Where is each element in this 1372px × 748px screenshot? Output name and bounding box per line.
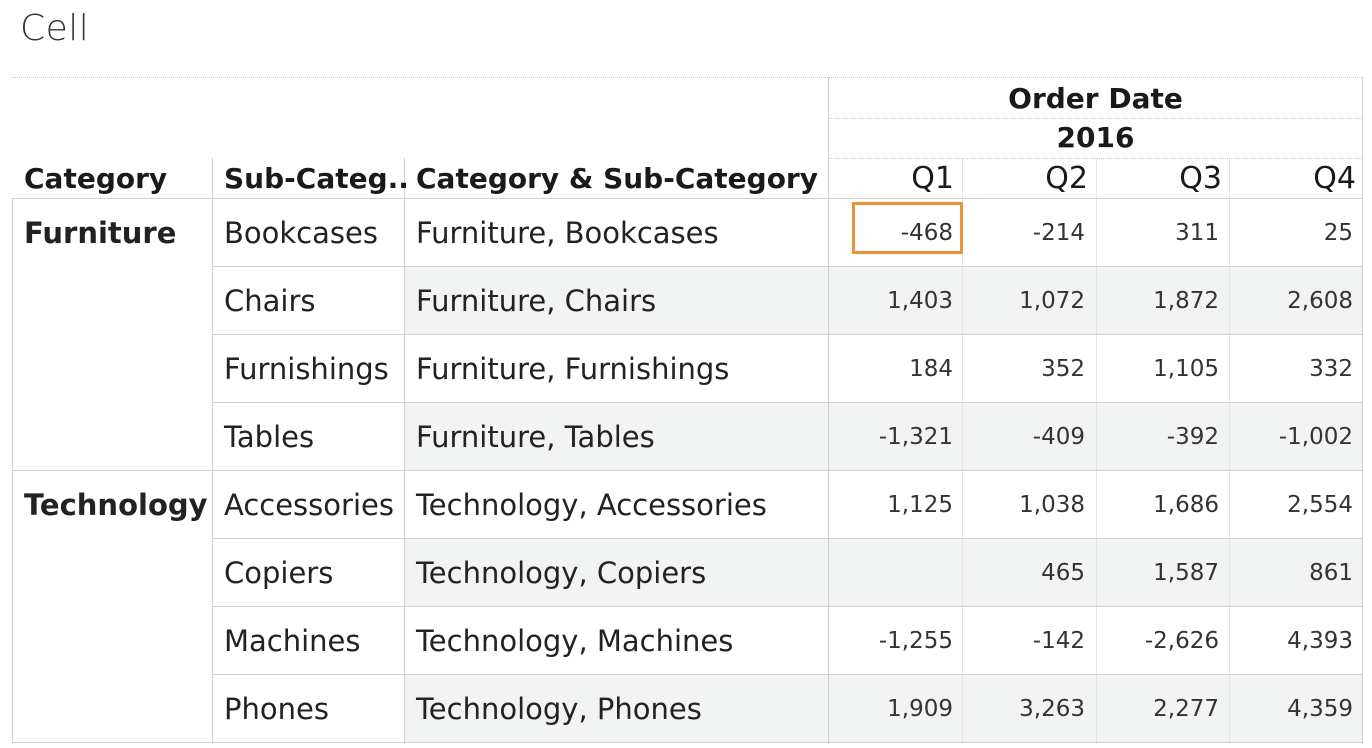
- combined-cell[interactable]: Technology, Machines: [416, 624, 734, 658]
- header-category[interactable]: Category: [24, 162, 168, 195]
- header-q1[interactable]: Q1: [911, 161, 954, 196]
- value-cell-q1[interactable]: 1,403: [887, 288, 953, 314]
- sheet-title: Cell: [20, 8, 90, 49]
- header-q2[interactable]: Q2: [1045, 161, 1088, 196]
- column-divider: [212, 158, 213, 744]
- value-cell-q2[interactable]: 1,038: [1019, 492, 1085, 518]
- combined-cell[interactable]: Furniture, Tables: [416, 420, 655, 454]
- value-cell-q1[interactable]: 1,125: [887, 492, 953, 518]
- value-cell-q3[interactable]: 2,277: [1153, 696, 1219, 722]
- column-divider: [1362, 77, 1363, 744]
- combined-cell[interactable]: Technology, Accessories: [416, 488, 767, 522]
- sub-category-cell[interactable]: Tables: [224, 420, 315, 454]
- header-q4[interactable]: Q4: [1313, 161, 1356, 196]
- selected-cell-highlight: [852, 202, 963, 254]
- value-cell-q4[interactable]: 2,608: [1287, 288, 1353, 314]
- sub-category-cell[interactable]: Furnishings: [224, 352, 389, 386]
- row-divider: [212, 606, 1363, 607]
- category-technology[interactable]: Technology: [24, 488, 208, 522]
- value-cell-q4[interactable]: 861: [1309, 560, 1353, 586]
- value-cell-q3[interactable]: 311: [1175, 220, 1219, 246]
- value-cell-q4[interactable]: 332: [1309, 356, 1353, 382]
- value-cell-q3[interactable]: 1,872: [1153, 288, 1219, 314]
- row-band: [405, 403, 1362, 470]
- row-divider: [212, 538, 1363, 539]
- value-cell-q3[interactable]: -392: [1166, 424, 1219, 450]
- sub-category-cell[interactable]: Copiers: [224, 556, 334, 590]
- header-sub-category[interactable]: Sub-Categ..: [224, 162, 409, 195]
- sub-category-cell[interactable]: Machines: [224, 624, 361, 658]
- sub-category-cell[interactable]: Bookcases: [224, 216, 378, 250]
- value-cell-q2[interactable]: -409: [1032, 424, 1085, 450]
- value-cell-q2[interactable]: 3,263: [1019, 696, 1085, 722]
- value-cell-q2[interactable]: -214: [1032, 220, 1085, 246]
- category-furniture[interactable]: Furniture: [24, 216, 177, 250]
- row-band: [405, 675, 1362, 742]
- column-divider: [1096, 158, 1097, 744]
- value-cell-q4[interactable]: -1,002: [1278, 424, 1353, 450]
- row-band: [405, 267, 1362, 334]
- value-cell-q2[interactable]: 465: [1041, 560, 1085, 586]
- value-cell-q4[interactable]: 2,554: [1287, 492, 1353, 518]
- value-cell-q1[interactable]: 184: [909, 356, 953, 382]
- value-cell-q3[interactable]: 1,587: [1153, 560, 1219, 586]
- row-divider: [12, 742, 1363, 743]
- header-border: [12, 77, 1362, 78]
- sub-category-cell[interactable]: Accessories: [224, 488, 394, 522]
- header-category-sub-category[interactable]: Category & Sub-Category: [416, 162, 818, 195]
- combined-cell[interactable]: Furniture, Chairs: [416, 284, 657, 318]
- value-cell-q1[interactable]: -1,321: [878, 424, 953, 450]
- value-cell-q4[interactable]: 4,393: [1287, 628, 1353, 654]
- value-cell-q1[interactable]: -468: [900, 220, 953, 246]
- value-cell-q1[interactable]: [829, 539, 953, 607]
- value-cell-q2[interactable]: 1,072: [1019, 288, 1085, 314]
- row-divider: [212, 402, 1363, 403]
- row-divider: [12, 470, 1363, 471]
- value-cell-q3[interactable]: 1,686: [1153, 492, 1219, 518]
- column-divider: [962, 158, 963, 744]
- value-cell-q2[interactable]: -142: [1032, 628, 1085, 654]
- header-order-date[interactable]: Order Date: [1008, 82, 1183, 115]
- sub-category-cell[interactable]: Chairs: [224, 284, 316, 318]
- combined-cell[interactable]: Technology, Copiers: [416, 556, 707, 590]
- header-border: [829, 158, 1362, 159]
- value-cell-q2[interactable]: 352: [1041, 356, 1085, 382]
- header-year[interactable]: 2016: [1056, 121, 1135, 154]
- combined-cell[interactable]: Furniture, Bookcases: [416, 216, 719, 250]
- value-cell-q4[interactable]: 25: [1323, 220, 1353, 246]
- column-divider: [1229, 158, 1230, 744]
- header-border: [829, 118, 1362, 119]
- sub-category-cell[interactable]: Phones: [224, 692, 329, 726]
- value-cell-q4[interactable]: 4,359: [1287, 696, 1353, 722]
- header-q3[interactable]: Q3: [1179, 161, 1222, 196]
- value-cell-q1[interactable]: 1,909: [887, 696, 953, 722]
- row-divider: [212, 674, 1363, 675]
- row-band: [405, 539, 1362, 606]
- column-divider: [404, 158, 405, 744]
- combined-cell[interactable]: Furniture, Furnishings: [416, 352, 730, 386]
- column-divider: [12, 198, 13, 744]
- value-cell-q3[interactable]: -2,626: [1144, 628, 1219, 654]
- column-divider: [828, 77, 829, 744]
- combined-cell[interactable]: Technology, Phones: [416, 692, 702, 726]
- row-divider: [212, 266, 1363, 267]
- row-divider: [212, 334, 1363, 335]
- value-cell-q3[interactable]: 1,105: [1153, 356, 1219, 382]
- value-cell-q1[interactable]: -1,255: [878, 628, 953, 654]
- row-divider: [12, 198, 1363, 199]
